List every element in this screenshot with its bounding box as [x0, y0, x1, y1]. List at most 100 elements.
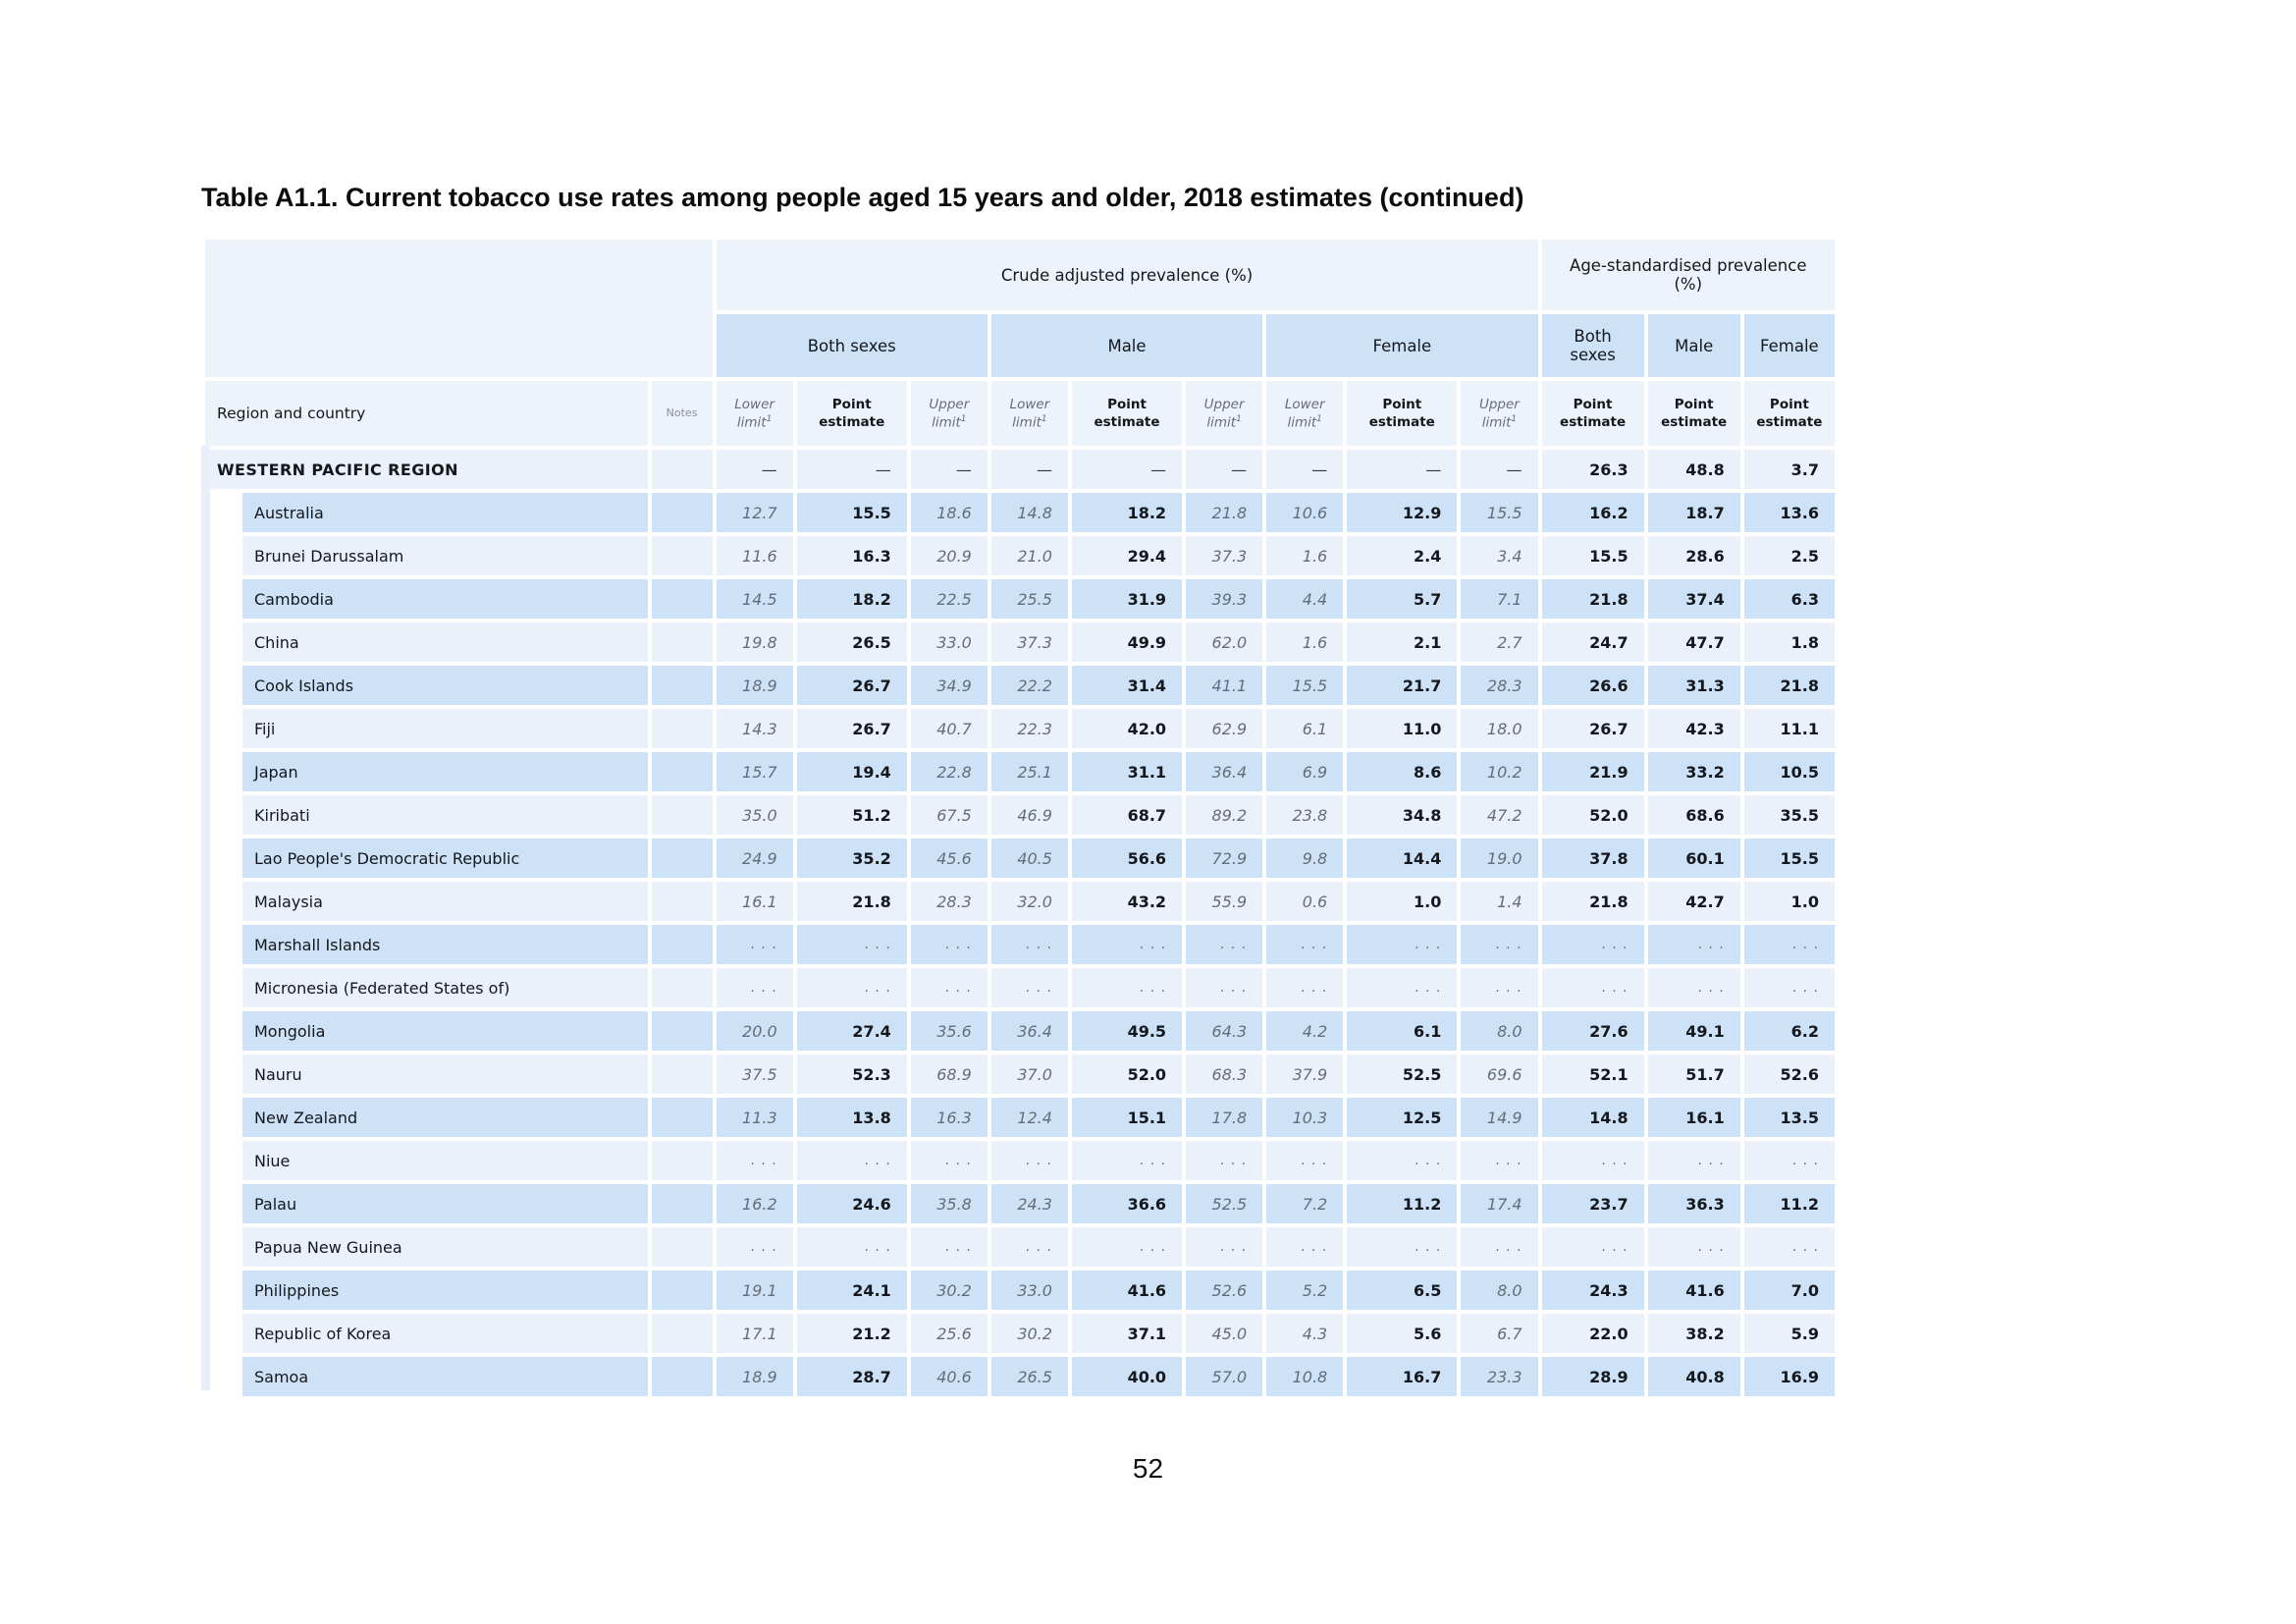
row-label-chip: Nauru	[242, 1055, 648, 1094]
notes-cell	[651, 1098, 713, 1137]
value-cell: 52.6	[1186, 1271, 1263, 1310]
value-cell: . . .	[910, 1141, 988, 1180]
value-cell: 30.2	[910, 1271, 988, 1310]
value-cell: 24.7	[1541, 623, 1644, 662]
value-cell: 6.2	[1743, 1011, 1835, 1051]
table-row: WESTERN PACIFIC REGION — — — — — — — — —26.3 48.8…	[205, 450, 1835, 489]
value-cell: 45.0	[1186, 1314, 1263, 1353]
region-country-cell: Australia	[205, 493, 648, 532]
header-crude-prevalence: Crude adjusted prevalence (%)	[716, 240, 1538, 310]
value-cell: 36.4	[990, 1011, 1068, 1051]
region-country-cell: China	[205, 623, 648, 662]
row-label: Philippines	[254, 1280, 340, 1300]
notes-cell	[651, 1357, 713, 1396]
row-label-chip: Brunei Darussalam	[242, 536, 648, 575]
value-cell: . . .	[1461, 1141, 1538, 1180]
table-row: Nauru 37.5 52.3 68.9 37.0 52.0 68.3 37.9 52.5 69…	[205, 1055, 1835, 1094]
header-as-point-estimate: Point estimate	[1541, 381, 1644, 446]
value-cell: 22.3	[990, 709, 1068, 748]
value-cell: 42.3	[1647, 709, 1740, 748]
row-label: Papua New Guinea	[254, 1237, 402, 1257]
value-cell: 1.8	[1743, 623, 1835, 662]
value-cell: . . .	[1461, 1227, 1538, 1267]
value-cell: 41.6	[1071, 1271, 1183, 1310]
value-cell: . . .	[1266, 1227, 1344, 1267]
value-cell: 31.3	[1647, 666, 1740, 705]
region-country-cell: Brunei Darussalam	[205, 536, 648, 575]
value-cell: 21.8	[796, 882, 907, 921]
value-cell: . . .	[1071, 1227, 1183, 1267]
page-number: 52	[1132, 1453, 1164, 1484]
value-cell: 89.2	[1186, 795, 1263, 835]
value-cell: . . .	[1541, 1141, 1644, 1180]
region-country-cell: Philippines	[205, 1271, 648, 1310]
value-cell: 35.2	[796, 839, 907, 878]
region-country-cell: Micronesia (Federated States of)	[205, 968, 648, 1007]
row-label-chip: Lao People's Democratic Republic	[242, 839, 648, 878]
table-row: Cook Islands 18.9 26.7 34.9 22.2 31.4 41.1 15.…	[205, 666, 1835, 705]
notes-cell	[651, 839, 713, 878]
value-cell: 40.0	[1071, 1357, 1183, 1396]
row-label: Niue	[254, 1151, 291, 1170]
value-cell: 46.9	[990, 795, 1068, 835]
region-country-cell: Marshall Islands	[205, 925, 648, 964]
value-cell: —	[1347, 450, 1458, 489]
value-cell: 2.5	[1743, 536, 1835, 575]
value-cell: . . .	[1461, 925, 1538, 964]
value-cell: 42.7	[1647, 882, 1740, 921]
value-cell: 6.9	[1266, 752, 1344, 791]
value-cell: 11.2	[1347, 1184, 1458, 1223]
value-cell: 49.5	[1071, 1011, 1183, 1051]
value-cell: 0.6	[1266, 882, 1344, 921]
value-cell: 55.9	[1186, 882, 1263, 921]
value-cell: 19.4	[796, 752, 907, 791]
value-cell: 35.6	[910, 1011, 988, 1051]
page-title: Table A1.1. Current tobacco use rates am…	[201, 183, 1524, 212]
value-cell: 28.7	[796, 1357, 907, 1396]
prevalence-table: Crude adjusted prevalence (%) Age-standa…	[201, 236, 1839, 1400]
value-cell: 8.0	[1461, 1271, 1538, 1310]
value-cell: 25.5	[990, 579, 1068, 619]
value-cell: 35.5	[1743, 795, 1835, 835]
value-cell: 33.0	[910, 623, 988, 662]
notes-cell	[651, 666, 713, 705]
value-cell: 68.9	[910, 1055, 988, 1094]
value-cell: 31.9	[1071, 579, 1183, 619]
value-cell: 37.3	[1186, 536, 1263, 575]
value-cell: 42.0	[1071, 709, 1183, 748]
value-cell: 34.8	[1347, 795, 1458, 835]
header-point-estimate: Point estimate	[1347, 381, 1458, 446]
value-cell: 41.1	[1186, 666, 1263, 705]
value-cell: 37.9	[1266, 1055, 1344, 1094]
header-row-sex: Both sexes Male Female Both sexes Male F…	[205, 314, 1835, 377]
value-cell: 6.5	[1347, 1271, 1458, 1310]
value-cell: 52.0	[1541, 795, 1644, 835]
row-label: Republic of Korea	[254, 1324, 392, 1343]
value-cell: 36.4	[1186, 752, 1263, 791]
region-country-cell: Japan	[205, 752, 648, 791]
row-label: China	[254, 632, 299, 652]
value-cell: 14.9	[1461, 1098, 1538, 1137]
row-label: Japan	[254, 762, 298, 782]
value-cell: . . .	[1743, 968, 1835, 1007]
row-label: Mongolia	[254, 1021, 326, 1041]
value-cell: 37.0	[990, 1055, 1068, 1094]
value-cell: 2.4	[1347, 536, 1458, 575]
value-cell: 16.2	[1541, 493, 1644, 532]
value-cell: 8.6	[1347, 752, 1458, 791]
table-row: Philippines 19.1 24.1 30.2 33.0 41.6 52.6 5.2 6…	[205, 1271, 1835, 1310]
region-side-band	[201, 446, 210, 1390]
value-cell: 9.8	[1266, 839, 1344, 878]
row-label-chip: Malaysia	[242, 882, 648, 921]
value-cell: . . .	[716, 968, 793, 1007]
table-row: Kiribati 35.0 51.2 67.5 46.9 68.7 89.2 23.8 34.…	[205, 795, 1835, 835]
value-cell: 24.3	[1541, 1271, 1644, 1310]
row-label: Fiji	[254, 719, 276, 738]
value-cell: 28.9	[1541, 1357, 1644, 1396]
value-cell: 16.3	[910, 1098, 988, 1137]
notes-cell	[651, 1227, 713, 1267]
value-cell: 33.2	[1647, 752, 1740, 791]
value-cell: . . .	[910, 1227, 988, 1267]
value-cell: 40.5	[990, 839, 1068, 878]
